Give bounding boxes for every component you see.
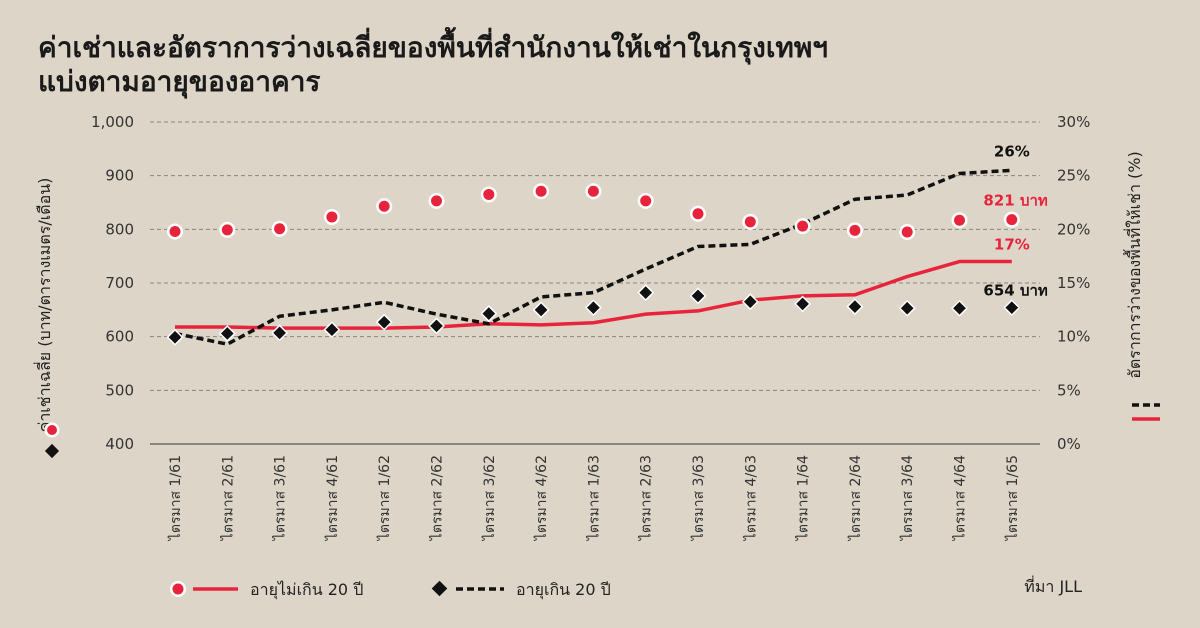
legend-label-under20: อายุไม่เกิน 20 ปี: [250, 580, 363, 600]
y-right-tick-label: 0%: [1057, 435, 1081, 453]
rent-over20-key-marker: [44, 443, 60, 459]
y-axis-left-label: ค่าเช่าเฉลี่ย (บาท/ตารางเมตร/เดือน): [33, 178, 54, 433]
x-tick-label: ไตรมาส 1/64: [795, 455, 812, 541]
vacancy-line-under20: [175, 259, 1012, 330]
rent-point-under20: [428, 192, 445, 209]
y-left-tick-label: 800: [105, 220, 134, 238]
x-tick-label: ไตรมาส 1/61: [167, 455, 184, 541]
y-left-tick-label: 900: [105, 167, 134, 185]
rent-point-over20: [689, 287, 707, 305]
x-tick-label: ไตรมาส 2/62: [429, 455, 446, 541]
y-axis-right-label: อัตราการว่างของพื้นที่ให้เช่า (%): [1123, 151, 1144, 378]
rent-point-under20: [480, 186, 497, 203]
source-note: ที่มา JLL: [1024, 575, 1082, 596]
chart-title-line2: แบ่งตามอายุของอาคาร: [38, 65, 321, 98]
x-tick-label: ไตรมาส 3/63: [690, 455, 707, 541]
y-right-tick-label: 5%: [1057, 381, 1081, 399]
rent-point-over20: [584, 299, 602, 317]
x-tick-label: ไตรมาส 4/63: [742, 455, 759, 541]
rent-point-under20: [533, 183, 550, 200]
rent-point-over20: [271, 324, 289, 342]
rent-point-over20: [794, 295, 812, 313]
y-left-tick-label: 400: [105, 435, 134, 453]
rent-point-over20: [637, 284, 655, 302]
chart-title-line1: ค่าเช่าและอัตราการว่างเฉลี่ยของพื้นที่สำ…: [38, 31, 829, 64]
rent-point-over20: [532, 301, 550, 319]
legend: อายุไม่เกิน 20 ปี อายุเกิน 20 ปี: [170, 580, 611, 600]
x-tick-label: ไตรมาส 2/64: [847, 455, 864, 541]
y-right-tick-label: 10%: [1057, 328, 1090, 346]
rent-point-under20: [846, 222, 863, 239]
y-right-tick-label: 25%: [1057, 167, 1090, 185]
rent-point-under20: [794, 218, 811, 235]
rent-point-over20: [218, 324, 236, 342]
annotation-label: 17%: [994, 236, 1030, 254]
vacancy-line-over20: [174, 168, 1012, 346]
rent-point-under20: [167, 223, 183, 240]
legend-item-under20: อายุไม่เกิน 20 ปี: [170, 580, 363, 600]
x-tick-label: ไตรมาส 1/65: [1004, 455, 1021, 541]
x-tick-label: ไตรมาส 4/62: [533, 455, 550, 541]
rent-point-under20: [219, 221, 236, 238]
annotation-label: 821 บาท: [983, 192, 1047, 210]
legend-label-over20: อายุเกิน 20 ปี: [516, 580, 611, 600]
rent-point-under20: [951, 212, 968, 229]
left-axis-marker-key: [44, 422, 60, 459]
x-tick-label: ไตรมาส 3/61: [272, 455, 289, 541]
rent-point-under20: [323, 208, 340, 225]
x-tick-label: ไตรมาส 1/63: [585, 455, 602, 541]
y-left-tick-label: 600: [105, 328, 134, 346]
rent-point-under20: [1003, 211, 1020, 228]
rent-point-under20: [637, 192, 654, 209]
annotation-label: 654 บาท: [983, 282, 1047, 300]
x-tick-label: ไตรมาส 3/62: [481, 455, 498, 541]
rent-point-over20: [846, 298, 864, 316]
rent-point-over20: [898, 299, 916, 317]
right-axis-line-key: [1132, 403, 1160, 421]
y-left-tick-label: 1,000: [91, 113, 134, 131]
rent-point-under20: [690, 205, 706, 222]
y-left-tick-label: 700: [105, 274, 134, 292]
x-tick-label: ไตรมาส 4/61: [324, 455, 341, 541]
rent-point-over20: [166, 328, 184, 346]
x-tick-label: ไตรมาส 2/63: [638, 455, 655, 541]
x-tick-label: ไตรมาส 2/61: [219, 455, 236, 541]
rent-point-over20: [741, 293, 759, 311]
x-tick-label: ไตรมาส 1/62: [376, 455, 393, 541]
annotation-label: 26%: [994, 142, 1030, 160]
y-right-tick-label: 20%: [1057, 220, 1090, 238]
y-right-tick-label: 15%: [1057, 274, 1090, 292]
rent-point-under20: [376, 198, 393, 215]
rent-point-over20: [375, 313, 393, 331]
x-tick-label: ไตรมาส 3/64: [899, 455, 916, 541]
rent-point-over20: [480, 305, 498, 323]
rent-point-over20: [323, 321, 341, 339]
rent-point-under20: [899, 224, 916, 241]
rent-point-under20: [585, 183, 602, 200]
x-tick-label: ไตรมาส 4/64: [952, 455, 969, 541]
rent-point-under20: [271, 220, 288, 237]
rent-point-over20: [428, 317, 445, 335]
rent-point-over20: [1003, 299, 1021, 317]
y-right-tick-label: 30%: [1057, 113, 1090, 131]
rent-point-under20: [742, 213, 759, 230]
y-left-tick-label: 500: [105, 381, 134, 399]
legend-item-over20: อายุเกิน 20 ปี: [431, 580, 611, 600]
rent-point-over20: [951, 299, 968, 317]
